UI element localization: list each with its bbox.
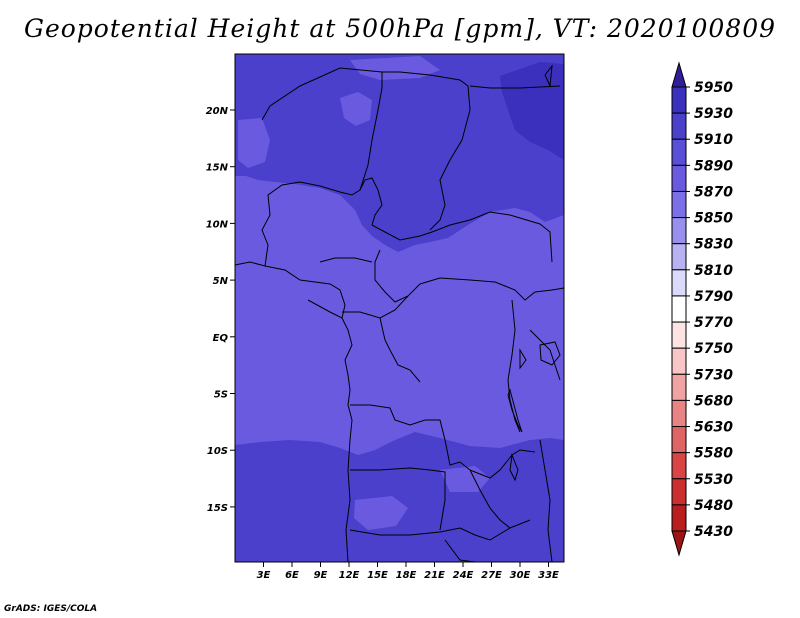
colorbar-label: 5750 xyxy=(694,341,733,357)
colorbar-min-arrow xyxy=(671,530,687,557)
x-tick-label: 6E xyxy=(285,570,299,581)
colorbar-segment xyxy=(671,217,687,245)
colorbar-label: 5850 xyxy=(694,211,733,227)
colorbar-segment xyxy=(671,373,687,401)
y-tick-label: 15N xyxy=(206,163,229,174)
x-tick-label: 9E xyxy=(314,570,328,581)
x-tick-label: 15E xyxy=(367,570,388,581)
colorbar-segment xyxy=(671,504,687,532)
colorbar-segment xyxy=(671,190,687,219)
colorbar-label: 5870 xyxy=(694,184,733,200)
colorbar-segment xyxy=(671,426,687,454)
plot-frame xyxy=(234,53,565,563)
colorbar-label: 5930 xyxy=(694,106,733,122)
colorbar-segment xyxy=(671,452,687,480)
colorbar-label: 5830 xyxy=(694,237,733,253)
y-tick-label: 10S xyxy=(207,446,228,457)
colorbar: 5950 5930 5910 5890 5870 5850 5830 5810 5790 5770… xyxy=(671,61,733,557)
colorbar-label: 5680 xyxy=(694,393,733,409)
colorbar-segment xyxy=(671,86,687,114)
colorbar-label: 5890 xyxy=(694,158,733,174)
colorbar-segment xyxy=(671,164,687,192)
colorbar-label: 5430 xyxy=(694,524,733,540)
colorbar-label: 5580 xyxy=(694,446,733,462)
x-tick-label: 24E xyxy=(453,570,474,581)
credit-text: GrADS: IGES/COLA xyxy=(4,604,98,614)
field-5890-south xyxy=(235,432,564,562)
map-title: Geopotential Height at 500hPa [gpm], VT:… xyxy=(23,14,777,43)
colorbar-segment xyxy=(671,269,687,297)
colorbar-label: 5950 xyxy=(694,80,733,96)
colorbar-segment xyxy=(671,243,687,271)
field-5870-patch-b xyxy=(340,92,372,126)
x-tick-label: 33E xyxy=(538,570,559,581)
colorbar-label: 5530 xyxy=(694,472,733,488)
colorbar-segment xyxy=(671,321,687,349)
y-tick-label: 15S xyxy=(207,503,228,514)
lakes xyxy=(507,64,561,482)
x-tick-label: 30E xyxy=(510,570,531,581)
x-tick-label: 18E xyxy=(396,570,417,581)
y-axis: 20N 15N 10N 5N EQ 5S 10S 15S xyxy=(206,106,235,514)
y-tick-label: 5N xyxy=(213,276,229,287)
field-5870-patch-a xyxy=(238,118,270,168)
x-axis: 3E 6E 9E 12E 15E 18E 21E 24E 27E 30E 33E xyxy=(257,562,559,581)
colorbar-segment xyxy=(671,112,687,140)
x-tick-label: 21E xyxy=(424,570,445,581)
colorbar-label: 5790 xyxy=(694,289,733,305)
colorbar-label: 5480 xyxy=(694,498,733,514)
y-tick-label: EQ xyxy=(213,333,229,344)
colorbar-segment xyxy=(671,138,687,166)
x-tick-label: 27E xyxy=(481,570,502,581)
y-tick-label: 5S xyxy=(214,390,228,401)
colorbar-segment xyxy=(671,295,687,323)
x-tick-label: 3E xyxy=(257,570,271,581)
colorbar-label: 5770 xyxy=(694,315,733,331)
y-tick-label: 20N xyxy=(206,106,229,117)
colorbar-segment xyxy=(671,399,687,428)
field-5870-patch-d xyxy=(354,496,408,530)
colorbar-segment xyxy=(671,347,687,375)
colorbar-label: 5910 xyxy=(694,132,733,148)
colorbar-label: 5730 xyxy=(694,367,733,383)
colorbar-max-arrow xyxy=(671,61,687,88)
field-5890-north xyxy=(235,54,564,252)
colorbar-label: 5810 xyxy=(694,263,733,279)
colorbar-segment xyxy=(671,478,687,506)
height-field xyxy=(235,54,564,562)
x-tick-label: 12E xyxy=(339,570,360,581)
colorbar-label: 5630 xyxy=(694,420,733,436)
country-borders xyxy=(234,67,565,563)
y-tick-label: 10N xyxy=(206,219,229,230)
